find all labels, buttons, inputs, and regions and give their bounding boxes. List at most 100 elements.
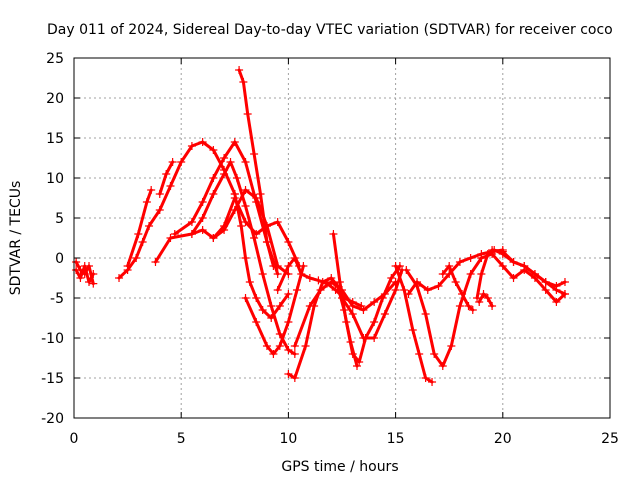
series-trace [479, 252, 567, 304]
data-point [520, 262, 529, 270]
data-point [230, 206, 239, 214]
data-point [275, 330, 284, 338]
data-point [243, 110, 252, 118]
data-point [123, 262, 132, 270]
data-point [468, 306, 477, 314]
data-point [170, 230, 179, 238]
data-point [155, 190, 164, 198]
series-trace [477, 292, 494, 308]
y-tick-label: 5 [55, 211, 64, 227]
chart-title: Day 011 of 2024, Sidereal Day-to-day VTE… [47, 22, 613, 38]
data-point [541, 286, 550, 294]
data-point [209, 174, 218, 182]
data-point [483, 294, 492, 302]
data-point [147, 186, 156, 194]
data-point [232, 174, 241, 182]
data-point [226, 158, 235, 166]
data-point [391, 262, 400, 270]
data-point [438, 270, 447, 278]
plot-frame [73, 57, 611, 419]
data-point [241, 294, 250, 302]
x-tick-label: 10 [279, 431, 297, 447]
series-trace [490, 248, 567, 288]
series-arc-f [155, 158, 177, 198]
data-point [552, 282, 561, 290]
data-point [138, 238, 147, 246]
data-point [252, 194, 261, 202]
data-point [267, 302, 276, 310]
y-tick-label: 0 [55, 251, 64, 267]
data-point [284, 238, 293, 246]
data-point [80, 270, 89, 278]
data-point [115, 274, 124, 282]
data-point [451, 278, 460, 286]
series-arc-l [241, 262, 308, 358]
data-point [250, 150, 259, 158]
series-arc-g [151, 158, 299, 358]
data-point [209, 190, 218, 198]
data-point [299, 262, 308, 270]
y-tick-label: -10 [41, 331, 64, 347]
y-tick-label: 10 [46, 171, 64, 187]
data-point [290, 254, 299, 262]
data-point [235, 66, 244, 74]
data-point [284, 370, 293, 378]
data-point [447, 342, 456, 350]
series-arc-q [338, 266, 407, 342]
data-point [430, 350, 439, 358]
series-arc-e [123, 186, 156, 270]
data-point [413, 278, 422, 286]
data-point [355, 358, 364, 366]
data-point [552, 298, 561, 306]
data-point [329, 230, 338, 238]
data-point [477, 254, 486, 262]
data-point [408, 326, 417, 334]
data-point [455, 258, 464, 266]
data-point [168, 158, 177, 166]
data-point [76, 274, 85, 282]
data-point [166, 182, 175, 190]
data-point [560, 290, 569, 298]
data-point [198, 138, 207, 146]
data-point [316, 286, 325, 294]
data-point [338, 294, 346, 302]
data-point [145, 222, 154, 230]
series-arc-y [475, 290, 497, 310]
data-point [380, 310, 389, 318]
data-point [348, 310, 357, 318]
data-point [370, 298, 379, 306]
data-point [466, 270, 475, 278]
data-point [284, 290, 293, 298]
data-point [423, 286, 432, 294]
grid-layer [74, 58, 610, 418]
data-point [237, 222, 246, 230]
data-point [162, 170, 171, 178]
data-point [498, 247, 507, 256]
data-point [509, 258, 518, 266]
data-point [284, 346, 293, 354]
series-arc-c [115, 138, 239, 282]
data-point [387, 274, 396, 282]
x-axis-label: GPS time / hours [281, 459, 398, 475]
data-point [166, 234, 175, 242]
data-point [292, 286, 301, 294]
data-point [402, 266, 411, 274]
data-point [391, 286, 400, 294]
data-point [209, 146, 218, 154]
data-point [477, 270, 486, 278]
data-point [284, 262, 293, 270]
x-tick-label: 15 [387, 431, 405, 447]
data-point [421, 310, 430, 318]
data-point [241, 186, 250, 194]
data-point [245, 278, 254, 286]
series-arc-x [488, 246, 569, 290]
data-point [342, 318, 351, 326]
data-point [269, 350, 278, 358]
series-arc-r [391, 262, 437, 386]
data-point [275, 342, 284, 350]
data-point [488, 246, 497, 254]
data-point [241, 218, 250, 226]
data-point [301, 342, 310, 350]
data-point [85, 262, 94, 270]
